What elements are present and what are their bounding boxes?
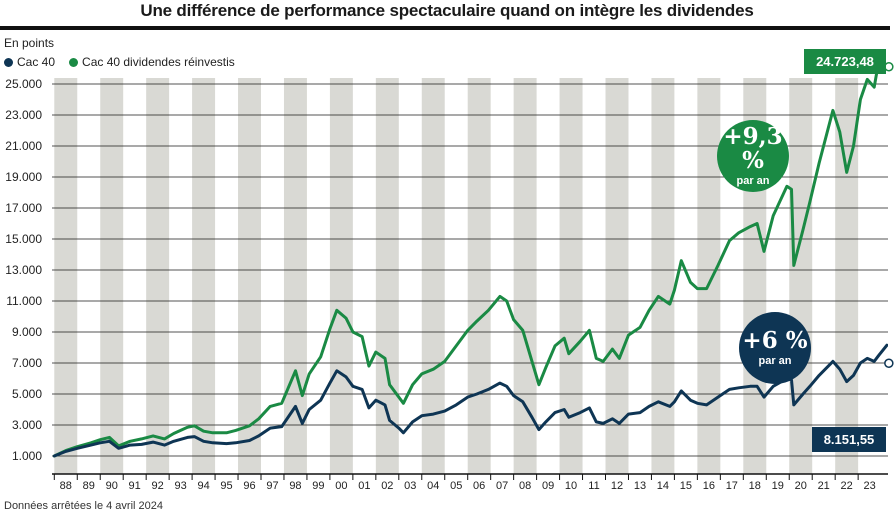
- x-tick-label: 23: [864, 480, 876, 492]
- x-tick-label: 92: [152, 480, 164, 492]
- x-tick-label: 21: [818, 480, 830, 492]
- x-tick-label: 91: [129, 480, 141, 492]
- y-tick-label: 23.000: [5, 108, 42, 122]
- end-marker-reinvested: [884, 62, 894, 72]
- y-tick-label: 5.000: [12, 387, 42, 401]
- x-tick-label: 02: [381, 480, 393, 492]
- x-tick-label: 16: [703, 480, 715, 492]
- x-tick-label: 04: [427, 480, 439, 492]
- legend-label-reinvested: Cac 40 dividendes réinvestis: [82, 55, 235, 69]
- year-band: [283, 78, 307, 474]
- x-tick-label: 07: [496, 480, 508, 492]
- x-tick-label: 11: [588, 480, 599, 492]
- annual-return-bubble-reinvested: +9,3 % par an: [717, 120, 789, 192]
- annual-return-sub-cac40: par an: [758, 355, 792, 367]
- x-tick-label: 19: [772, 480, 784, 492]
- x-tick-label: 98: [289, 480, 301, 492]
- x-tick-label: 88: [60, 480, 72, 492]
- year-band: [513, 78, 537, 474]
- x-tick-label: 10: [565, 480, 577, 492]
- x-tick-label: 12: [611, 480, 623, 492]
- x-tick-label: 97: [266, 480, 278, 492]
- title-rule: [0, 26, 890, 30]
- x-tick-label: 06: [473, 480, 485, 492]
- end-value-badge-reinvested: 24.723,48: [804, 49, 886, 74]
- year-band: [467, 78, 491, 474]
- y-tick-label: 3.000: [12, 418, 42, 432]
- x-tick-label: 01: [358, 480, 370, 492]
- legend-item-reinvested: Cac 40 dividendes réinvestis: [69, 55, 235, 69]
- annual-return-pct-reinvested: +9,3 %: [723, 123, 783, 174]
- x-tick-label: 20: [795, 480, 807, 492]
- y-tick-label: 7.000: [12, 356, 42, 370]
- y-tick-label: 17.000: [5, 201, 42, 215]
- x-tick-label: 89: [83, 480, 95, 492]
- y-tick-label: 11.000: [6, 294, 42, 308]
- grid-lines: 1.000 3.000 5.000 7.000 9.000 11.000 13.000 15.…: [5, 77, 888, 463]
- x-tick-label: 18: [749, 480, 761, 492]
- legend-dot-reinvested: [69, 57, 79, 67]
- year-band: [238, 78, 261, 474]
- y-tick-label: 25.000: [5, 77, 42, 91]
- unit-label: En points: [4, 36, 55, 50]
- chart-title: Une différence de performance spectacula…: [140, 1, 754, 20]
- year-band: [192, 78, 216, 474]
- x-tick-label: 15: [680, 480, 692, 492]
- y-tick-label: 13.000: [5, 263, 42, 277]
- y-tick-label: 9.000: [12, 325, 42, 339]
- legend-item-cac40: Cac 40: [4, 55, 55, 69]
- year-band: [146, 78, 170, 474]
- legend: Cac 40 Cac 40 dividendes réinvestis: [4, 55, 245, 69]
- x-tick-label: 94: [197, 480, 209, 492]
- series-line-reinvested: [52, 68, 880, 458]
- year-band: [100, 78, 124, 474]
- annual-return-sub-reinvested: par an: [736, 175, 770, 187]
- footnote: Données arrêtées le 4 avril 2024: [4, 500, 163, 512]
- x-tick-label: 03: [404, 480, 416, 492]
- series-lines: [52, 62, 894, 458]
- year-band: [329, 78, 353, 474]
- year-band: [605, 78, 629, 474]
- y-tick-label: 15.000: [5, 232, 42, 246]
- year-band: [789, 78, 813, 474]
- end-marker-cac40: [884, 358, 894, 368]
- x-tick-label: 93: [174, 480, 186, 492]
- y-tick-label: 1.000: [12, 449, 42, 463]
- x-tick-label: 95: [220, 480, 232, 492]
- x-tick-label: 09: [542, 480, 554, 492]
- legend-label-cac40: Cac 40: [17, 55, 56, 69]
- x-tick-label: 22: [841, 480, 853, 492]
- x-axis: 88 89 90 91 92 93 94 95 96 97 98 99 00 01 02 03 04 05 06 07…: [52, 473, 888, 492]
- x-tick-label: 90: [106, 480, 118, 492]
- x-tick-label: 00: [335, 480, 347, 492]
- year-band: [651, 78, 675, 474]
- x-tick-label: 05: [450, 480, 462, 492]
- legend-dot-cac40: [4, 57, 13, 67]
- x-tick-label: 96: [243, 480, 255, 492]
- x-tick-label: 99: [312, 480, 324, 492]
- annual-return-bubble-cac40: +6 % par an: [739, 312, 811, 384]
- x-tick-label: 14: [657, 480, 669, 492]
- x-tick-label: 13: [634, 480, 646, 492]
- y-tick-label: 21.000: [5, 139, 42, 153]
- year-band: [54, 78, 78, 474]
- x-tick-label: 17: [726, 480, 738, 492]
- annual-return-pct-cac40: +6 %: [742, 327, 808, 354]
- end-value-badge-cac40: 8.151,55: [812, 427, 886, 452]
- y-tick-label: 19.000: [5, 170, 42, 184]
- series-line-cac40: [52, 343, 888, 458]
- x-tick-label: 08: [519, 480, 531, 492]
